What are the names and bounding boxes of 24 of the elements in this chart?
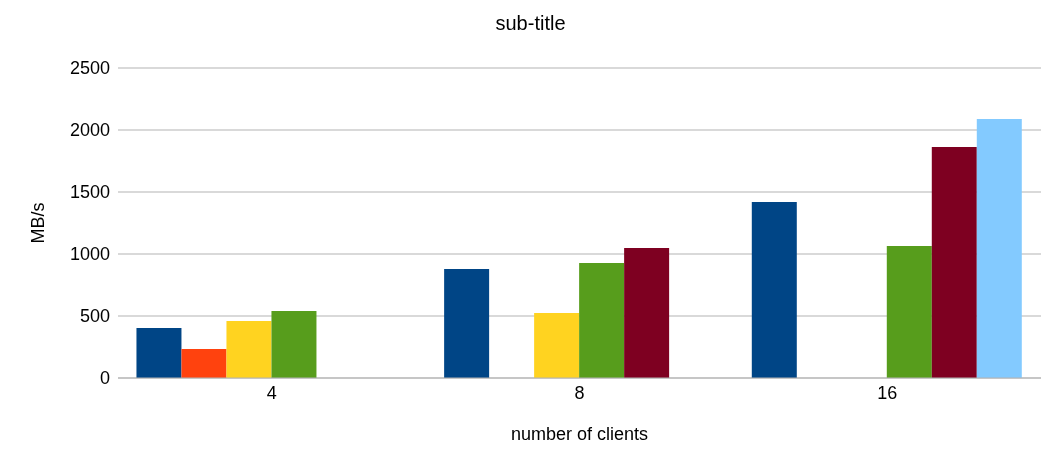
- y-tick-label: 0: [99, 368, 110, 389]
- bar: [226, 320, 272, 378]
- x-tick-label: 8: [574, 382, 585, 403]
- bar: [886, 245, 932, 378]
- x-tick-label: 4: [266, 382, 277, 403]
- y-tick-label: 2500: [69, 58, 110, 79]
- bar: [181, 348, 227, 378]
- bar: [624, 248, 670, 378]
- x-axis-title: number of clients: [510, 424, 649, 444]
- bar: [751, 202, 797, 378]
- bar: [534, 313, 580, 378]
- y-axis-title: MB/s: [28, 202, 49, 244]
- chart-title: sub-title: [494, 11, 567, 36]
- bar: [931, 146, 977, 378]
- bar: [579, 263, 625, 378]
- bar: [136, 328, 182, 378]
- bar: [444, 269, 490, 378]
- y-tick-label: 1000: [69, 244, 110, 265]
- y-tick-label: 1500: [69, 182, 110, 203]
- x-tick-label: 16: [877, 382, 898, 403]
- y-tick-label: 500: [79, 306, 110, 327]
- bar: [976, 118, 1022, 378]
- bar: [271, 311, 317, 378]
- y-tick-label: 2000: [69, 120, 110, 141]
